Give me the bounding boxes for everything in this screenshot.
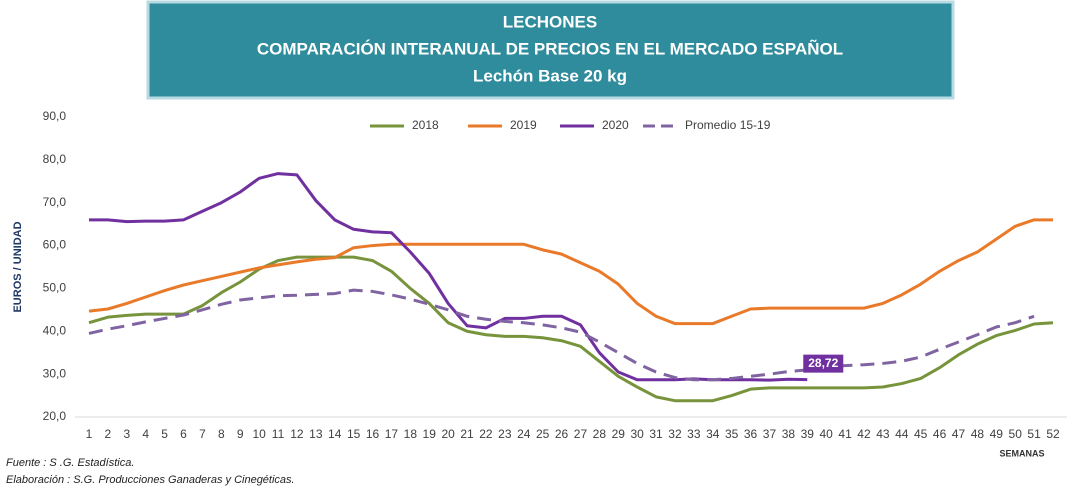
- x-tick-label: 19: [423, 427, 437, 441]
- x-tick-label: 28: [593, 427, 607, 441]
- footnote: Fuente : S .G. Estadística.: [6, 457, 134, 469]
- x-tick-label: 38: [782, 427, 796, 441]
- x-tick-label: 36: [744, 427, 758, 441]
- legend-label: 2019: [510, 118, 537, 132]
- x-tick-label: 18: [404, 427, 418, 441]
- x-tick-label: 4: [142, 427, 149, 441]
- x-tick-label: 1: [86, 427, 93, 441]
- line-series: [89, 172, 808, 382]
- x-tick-label: 25: [536, 427, 550, 441]
- x-tick-label: 11: [272, 427, 285, 441]
- x-tick-label: 40: [819, 427, 833, 441]
- x-tick-label: 26: [555, 427, 569, 441]
- x-tick-label: 31: [649, 427, 663, 441]
- legend-label: 2020: [602, 118, 629, 132]
- x-tick-label: 46: [933, 427, 947, 441]
- x-tick-label: 34: [706, 427, 720, 441]
- x-tick-label: 41: [838, 427, 852, 441]
- x-tick-label: 30: [630, 427, 644, 441]
- x-tick-label: 6: [180, 427, 187, 441]
- y-tick-label: 90,0: [43, 109, 67, 123]
- x-tick-label: 48: [971, 427, 985, 441]
- x-tick-label: 17: [385, 427, 399, 441]
- x-tick-label: 20: [441, 427, 455, 441]
- chart-subtitle: Lechón Base 20 kg: [473, 66, 627, 85]
- x-tick-label: 9: [237, 427, 244, 441]
- x-tick-label: 49: [990, 427, 1004, 441]
- x-tick-label: 14: [328, 427, 342, 441]
- x-tick-label: 16: [366, 427, 380, 441]
- legend-label: 2018: [412, 118, 439, 132]
- x-tick-label: 32: [668, 427, 682, 441]
- x-tick-label: 12: [290, 427, 304, 441]
- x-axis-label: SEMANAS: [999, 448, 1044, 458]
- x-tick-label: 35: [725, 427, 739, 441]
- footnote: Elaboración : S.G. Producciones Ganadera…: [6, 474, 295, 486]
- x-tick-label: 39: [801, 427, 815, 441]
- x-tick-label: 22: [479, 427, 493, 441]
- annotation-label: 28,72: [808, 356, 838, 370]
- x-tick-label: 44: [895, 427, 909, 441]
- x-tick-label: 42: [857, 427, 871, 441]
- x-tick-label: 21: [460, 427, 474, 441]
- x-tick-label: 2: [105, 427, 112, 441]
- x-tick-label: 29: [612, 427, 626, 441]
- x-tick-label: 8: [218, 427, 225, 441]
- x-tick-label: 3: [123, 427, 130, 441]
- line-series: [88, 218, 1053, 326]
- y-tick-label: 30,0: [43, 366, 67, 380]
- x-tick-label: 13: [309, 427, 323, 441]
- x-tick-label: 45: [914, 427, 928, 441]
- x-tick-label: 15: [347, 427, 361, 441]
- annotation-box: [803, 354, 844, 373]
- x-tick-label: 33: [687, 427, 701, 441]
- x-tick-label: 43: [876, 427, 890, 441]
- line-series: [88, 255, 1054, 403]
- x-tick-label: 23: [498, 427, 512, 441]
- x-tick-label: 27: [574, 427, 588, 441]
- x-tick-label: 7: [199, 427, 206, 441]
- x-tick-label: 24: [517, 427, 531, 441]
- chart-title: LECHONES: [503, 12, 597, 31]
- y-axis-label: EUROS / UNIDAD: [12, 221, 24, 312]
- y-tick-label: 50,0: [43, 281, 67, 295]
- y-tick-label: 40,0: [43, 323, 67, 337]
- line-series: [88, 288, 1035, 382]
- y-tick-label: 20,0: [43, 409, 67, 423]
- y-tick-label: 80,0: [43, 152, 67, 166]
- x-tick-label: 10: [252, 427, 266, 441]
- title-box: [146, 0, 955, 100]
- x-tick-label: 52: [1046, 427, 1060, 441]
- chart-title: COMPARACIÓN INTERANUAL DE PRECIOS EN EL …: [257, 38, 843, 58]
- x-tick-label: 50: [1009, 427, 1023, 441]
- y-tick-label: 60,0: [43, 238, 67, 252]
- x-tick-label: 47: [952, 427, 966, 441]
- x-tick-label: 51: [1027, 427, 1041, 441]
- x-tick-label: 5: [161, 427, 168, 441]
- y-tick-label: 70,0: [43, 195, 67, 209]
- legend-label: Promedio 15-19: [685, 118, 771, 132]
- x-tick-label: 37: [763, 427, 777, 441]
